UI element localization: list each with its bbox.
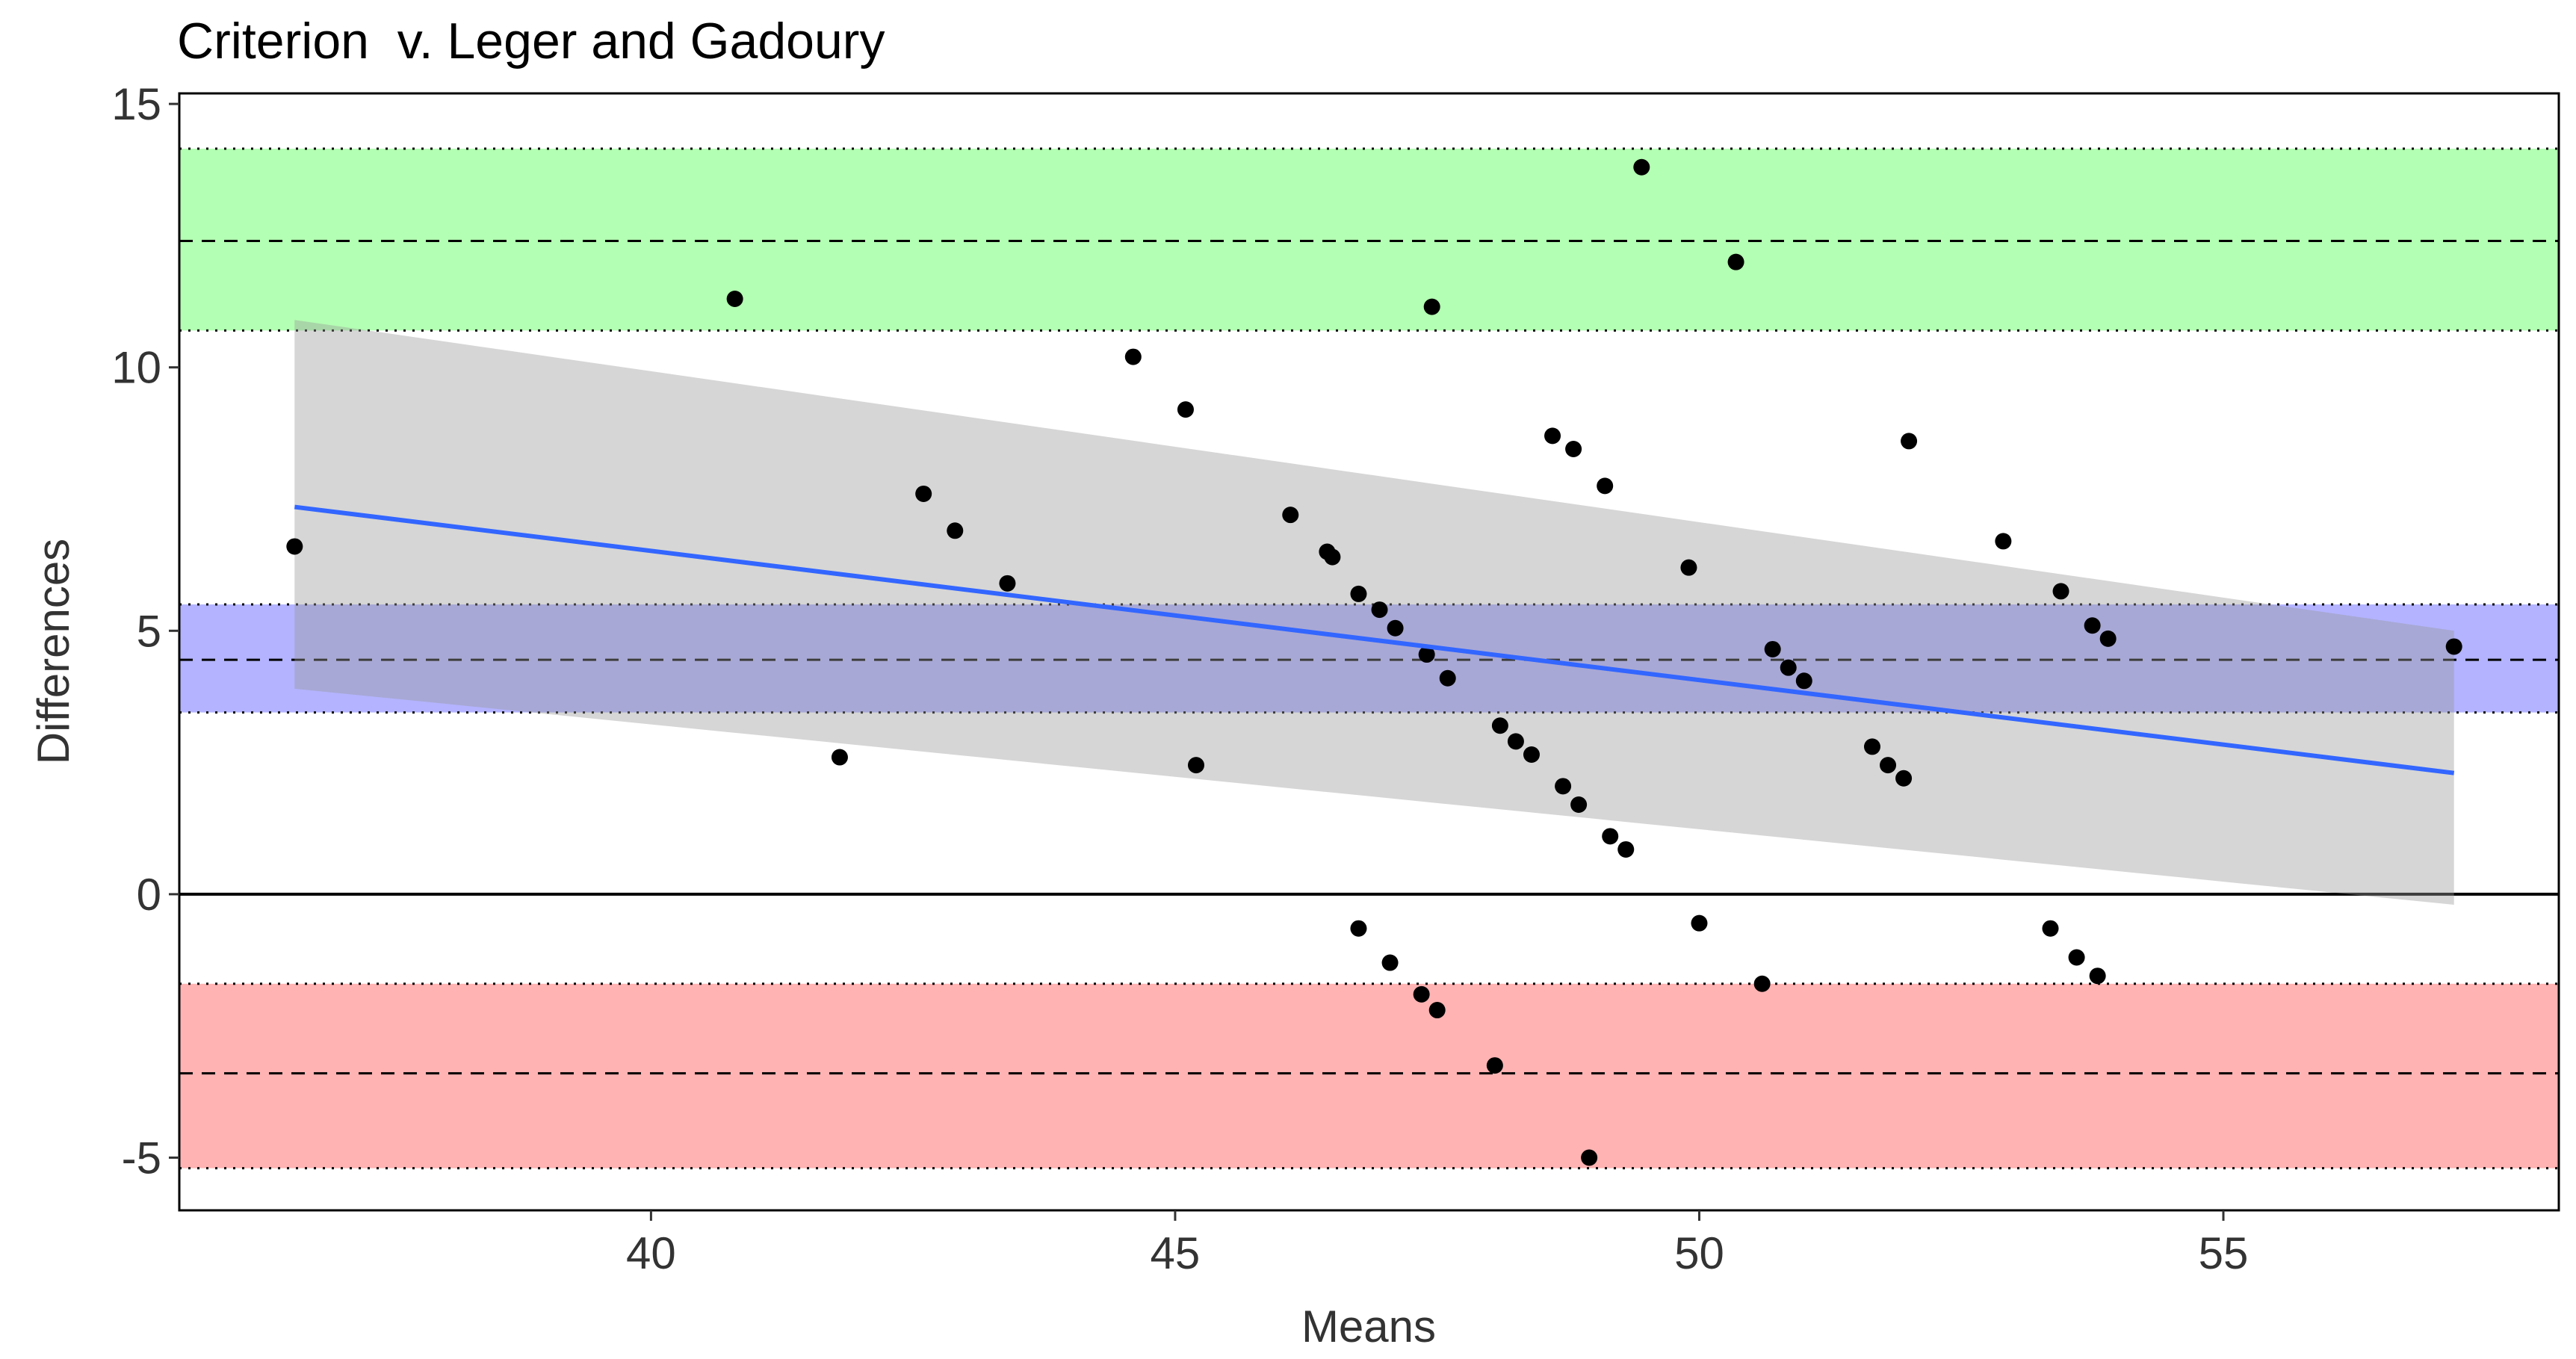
data-point [831,749,848,766]
data-point [1486,1057,1503,1074]
data-point [1880,757,1897,774]
upper-limit-of-agreement-band [179,149,2559,331]
data-point [286,538,303,555]
data-point [2042,920,2059,937]
plot-area [179,147,2559,1170]
x-axis-label: Means [1301,1301,1436,1352]
data-point [1350,585,1367,602]
data-point [726,291,743,308]
data-point [1995,533,2012,550]
data-point [1387,619,1404,637]
y-tick-label: 0 [137,870,161,920]
data-point [1282,507,1299,524]
data-point [1901,433,1918,450]
data-point [1423,298,1440,315]
data-point [1371,601,1388,619]
data-point [1795,672,1812,690]
data-point [1544,427,1561,445]
data-point [1597,477,1614,495]
y-tick-label: 15 [111,79,161,129]
data-point [1680,559,1697,576]
data-point [1895,770,1913,787]
data-point [1581,1149,1598,1166]
data-point [1324,548,1341,566]
x-tick-label: 55 [2199,1228,2249,1278]
data-point [1381,954,1399,971]
data-point [1507,733,1524,750]
data-point [2089,968,2106,985]
data-point [1570,796,1588,814]
data-point [947,522,964,539]
data-point [1727,253,1744,270]
regression-line [294,504,2455,776]
mean-difference-band [179,604,2559,713]
data-point [2445,638,2462,655]
data-point [1863,738,1880,755]
data-point [1187,757,1204,774]
y-tick-label: -5 [122,1133,161,1183]
plot-border [178,92,2560,1212]
chart-title: Criterion v. Leger and Gadoury [177,13,885,69]
data-point [2084,617,2101,634]
data-point [1565,441,1582,458]
data-point [999,575,1016,592]
data-point [1602,828,1619,845]
x-tick-label: 45 [1151,1228,1201,1278]
y-tick-label: 5 [137,606,161,656]
data-point [2099,630,2117,647]
data-point [1413,985,1430,1003]
data-point [1780,659,1797,676]
x-tick-label: 40 [626,1228,676,1278]
data-point [2052,583,2069,600]
data-point [1124,348,1142,365]
x-tick-label: 50 [1674,1228,1724,1278]
data-point [1633,158,1650,176]
y-tick-label: 10 [111,343,161,393]
data-point [1350,920,1367,937]
data-point [915,485,932,502]
lower-limit-of-agreement-band [179,983,2559,1168]
data-point [1428,1002,1446,1019]
y-axis-label: Differences [28,539,78,764]
data-point [1523,746,1540,764]
data-point [1764,640,1781,657]
data-point [1491,717,1508,734]
data-point [1439,669,1456,687]
data-point [1753,975,1771,992]
data-point [1177,401,1194,418]
data-point [1617,841,1635,858]
data-point [1418,646,1435,663]
data-point [1691,914,1708,932]
data-point [2068,949,2085,966]
data-point [1555,778,1572,795]
